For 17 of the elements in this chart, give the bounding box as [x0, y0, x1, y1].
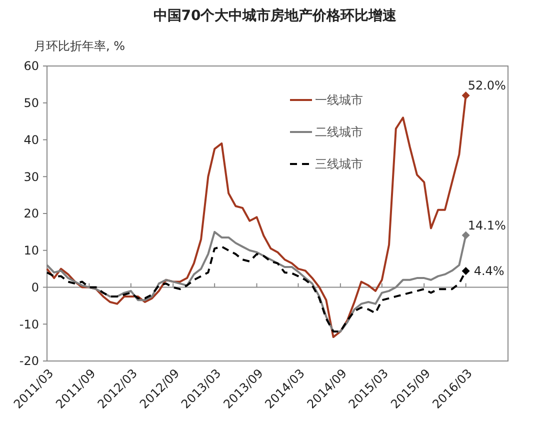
- y-tick-label: 60: [24, 59, 39, 74]
- legend-label: 二线城市: [315, 125, 363, 140]
- legend-label: 一线城市: [315, 93, 363, 108]
- y-tick-label: -20: [19, 354, 39, 368]
- chart-title: 中国70个大中城市房地产价格环比增速: [153, 7, 398, 24]
- data-label: 4.4%: [474, 264, 504, 278]
- y-tick-label: -10: [19, 317, 39, 332]
- y-tick-label: 50: [24, 96, 39, 110]
- y-tick-label: 30: [24, 170, 39, 184]
- data-label: 52.0%: [468, 78, 506, 93]
- y-axis-title: 月环比折年率, %: [34, 39, 126, 53]
- legend-label: 三线城市: [315, 157, 363, 172]
- y-tick-label: 20: [24, 206, 39, 221]
- y-tick-label: 10: [24, 244, 39, 258]
- data-label: 14.1%: [468, 218, 506, 232]
- y-tick-label: 40: [24, 132, 39, 147]
- y-tick-label: 0: [31, 280, 39, 294]
